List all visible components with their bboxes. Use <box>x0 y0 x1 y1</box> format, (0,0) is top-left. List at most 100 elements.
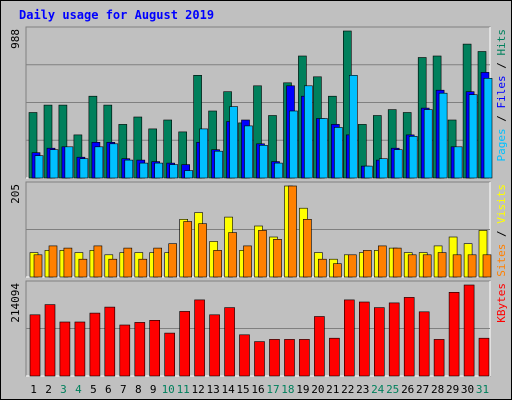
x-tick-label: 26 <box>401 383 414 396</box>
x-tick-label: 22 <box>341 383 354 396</box>
x-tick-label: 25 <box>386 383 399 396</box>
panel-hits_files_pages: 988 Pages / Files / Hits <box>9 26 508 179</box>
x-tick-label: 28 <box>431 383 444 396</box>
bar-kbytes <box>164 332 175 377</box>
legend-text: Files <box>495 75 508 108</box>
bar-sites <box>63 247 73 278</box>
x-tick-label: 14 <box>221 383 235 396</box>
legend-text: Hits <box>495 29 508 56</box>
bar-pages <box>244 125 253 179</box>
bar-pages <box>408 136 418 179</box>
bar-pages <box>169 164 178 179</box>
bar-kbytes <box>478 337 490 377</box>
x-tick-label: 29 <box>446 383 459 396</box>
bar-kbytes <box>29 314 41 377</box>
bar-kbytes <box>59 321 71 377</box>
x-tick-label: 13 <box>206 383 219 396</box>
series-legend: Pages / Files / Hits <box>495 29 508 162</box>
bar-pages <box>139 162 149 179</box>
bar-pages <box>34 155 44 179</box>
bar-sites <box>123 247 133 278</box>
x-tick-label: 23 <box>356 383 369 396</box>
bar-sites <box>362 250 372 278</box>
bar-kbytes <box>299 339 310 377</box>
bar-kbytes <box>134 322 146 377</box>
bar-pages <box>124 159 134 179</box>
bar-kbytes <box>104 306 116 377</box>
bar-sites <box>33 254 43 278</box>
bar-kbytes <box>433 339 445 377</box>
bar-pages <box>199 128 208 179</box>
legend-text: / <box>495 56 508 76</box>
bar-pages <box>49 149 59 179</box>
x-tick-label: 31 <box>476 383 489 396</box>
bar-kbytes <box>194 299 205 377</box>
x-tick-label: 21 <box>326 383 339 396</box>
bar-kbytes <box>119 324 131 377</box>
bar-kbytes <box>269 339 280 377</box>
bar-pages <box>438 92 448 179</box>
bar-sites <box>347 254 357 278</box>
bar-sites <box>303 219 312 278</box>
bar-sites <box>422 254 432 278</box>
bar-pages <box>109 143 119 179</box>
bar-kbytes <box>343 299 355 377</box>
legend-text: / <box>495 224 508 244</box>
x-tick-label: 30 <box>461 383 474 396</box>
bar-sites <box>168 243 177 278</box>
bar-kbytes <box>44 304 56 377</box>
bar-kbytes <box>388 302 400 377</box>
panel-kbytes: 214094 KBytes <box>9 280 508 377</box>
bar-sites <box>48 245 58 278</box>
bar-pages <box>184 170 193 179</box>
x-tick-label: 16 <box>251 383 264 396</box>
bar-pages <box>304 85 313 179</box>
y-max-label: 205 <box>9 184 22 204</box>
bar-kbytes <box>358 301 370 377</box>
bar-pages <box>348 75 358 179</box>
bar-pages <box>453 146 463 179</box>
bar-kbytes <box>329 337 340 377</box>
x-tick-label: 9 <box>150 383 157 396</box>
x-tick-label: 15 <box>236 383 249 396</box>
bar-kbytes <box>284 339 295 377</box>
bar-pages <box>468 94 478 179</box>
bar-sites <box>258 230 267 278</box>
bar-pages <box>378 158 388 179</box>
bar-pages <box>229 106 238 179</box>
bar-pages <box>483 78 493 179</box>
x-tick-label: 11 <box>177 383 190 396</box>
bar-sites <box>153 247 162 278</box>
bar-kbytes <box>314 316 325 377</box>
bar-sites <box>377 245 387 278</box>
panel-visits_sites: 205 Sites / Visits <box>9 181 508 278</box>
bar-pages <box>79 158 89 179</box>
chart-title: Daily usage for August 2019 <box>19 8 214 22</box>
series-legend: KBytes <box>495 283 508 323</box>
bar-pages <box>259 145 268 179</box>
bar-kbytes <box>239 334 250 377</box>
x-tick-label: 19 <box>296 383 309 396</box>
bar-sites <box>392 247 402 278</box>
bar-sites <box>437 252 447 278</box>
bar-pages <box>274 162 283 179</box>
bar-kbytes <box>418 311 430 377</box>
x-tick-label: 12 <box>191 383 204 396</box>
x-tick-label: 5 <box>90 383 97 396</box>
bar-sites <box>273 239 282 278</box>
series-legend: Sites / Visits <box>495 184 508 277</box>
bar-pages <box>363 165 373 179</box>
x-tick-label: 2 <box>45 383 52 396</box>
x-tick-label: 1 <box>30 383 37 396</box>
bar-kbytes <box>89 312 101 377</box>
bar-sites <box>213 250 222 278</box>
bar-sites <box>93 245 103 278</box>
x-tick-label: 4 <box>75 383 82 396</box>
bar-pages <box>334 127 343 179</box>
x-tick-label: 18 <box>281 383 294 396</box>
x-tick-label: 3 <box>60 383 67 396</box>
bar-sites <box>183 221 192 278</box>
y-max-label: 988 <box>9 29 22 49</box>
